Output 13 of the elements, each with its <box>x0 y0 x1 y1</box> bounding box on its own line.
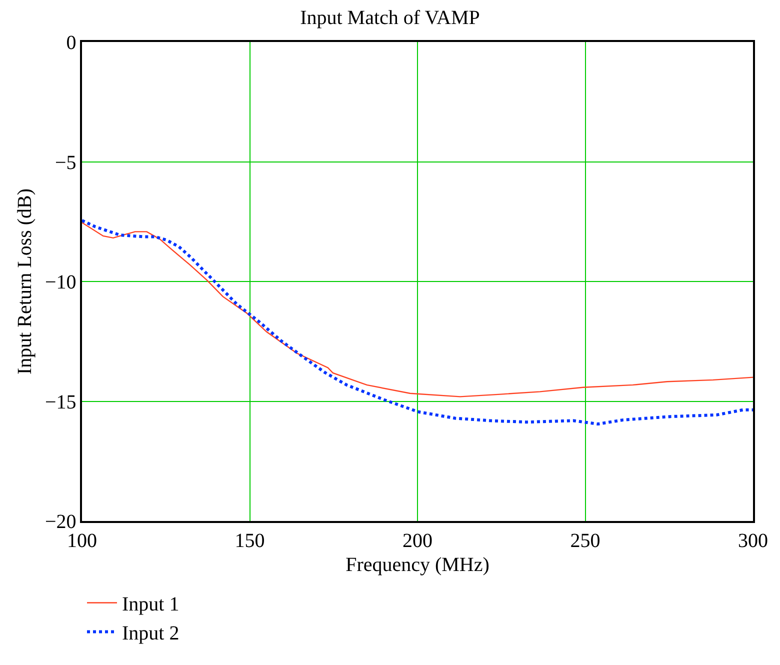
y-tick-label: 0 <box>66 32 76 54</box>
chart-title: Input Match of VAMP <box>300 6 480 29</box>
x-tick-label: 250 <box>570 530 600 552</box>
x-axis-title: Frequency (MHz) <box>346 554 490 576</box>
x-tick-label: 150 <box>234 530 265 552</box>
legend-label: Input 2 <box>122 622 180 645</box>
y-tick-label: −15 <box>44 391 76 414</box>
y-axis-title: Input Return Loss (dB) <box>14 188 36 375</box>
y-tick-label: −5 <box>54 152 76 174</box>
x-tick-label: 300 <box>738 530 768 552</box>
x-tick-label: 200 <box>402 530 432 552</box>
legend-label: Input 1 <box>122 594 180 616</box>
y-tick-label: −10 <box>44 272 76 294</box>
